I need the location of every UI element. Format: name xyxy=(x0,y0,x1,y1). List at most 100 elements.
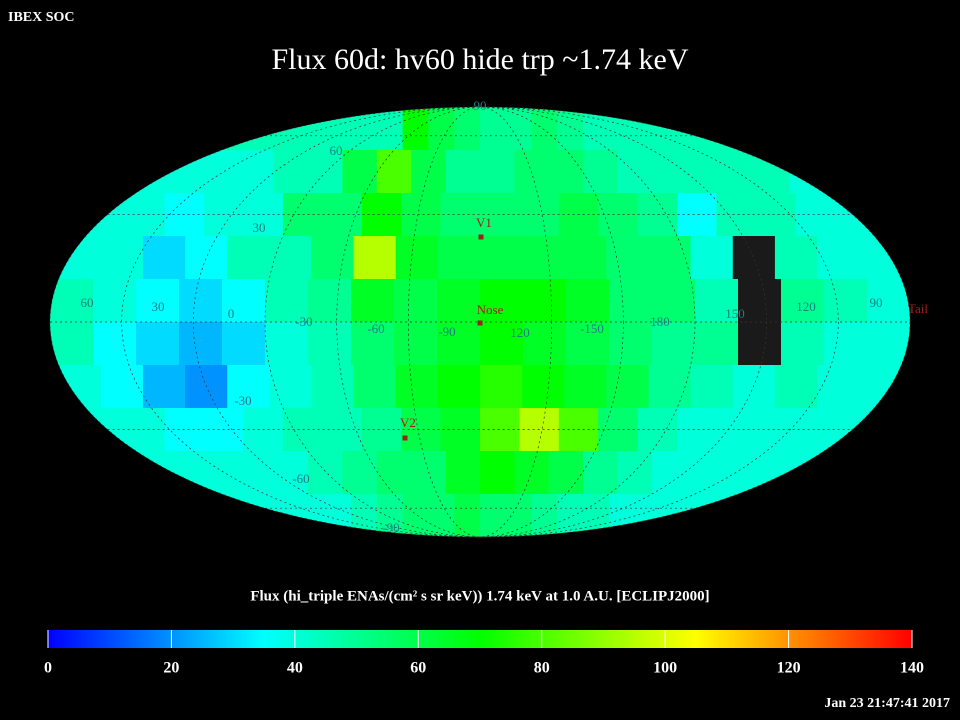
flux-cell xyxy=(566,279,610,323)
flux-cell xyxy=(445,451,481,495)
flux-cell xyxy=(170,451,206,495)
colorbar xyxy=(48,630,912,648)
flux-cell xyxy=(100,236,144,280)
flux-cell xyxy=(437,279,481,323)
flux-cell xyxy=(247,494,275,537)
flux-cell xyxy=(273,451,309,495)
flux-cell xyxy=(170,150,206,194)
flux-cell xyxy=(311,236,355,280)
flux-cell xyxy=(185,236,228,280)
flux-cell xyxy=(179,279,223,323)
longitude-label: 120 xyxy=(796,299,816,314)
flux-cell xyxy=(265,322,309,366)
sky-map xyxy=(50,107,910,537)
flux-cell xyxy=(789,451,825,495)
flux-cell xyxy=(342,150,378,194)
no-data-cell xyxy=(732,236,776,280)
flux-cell xyxy=(376,494,404,537)
longitude-label: 120 xyxy=(510,325,530,340)
flux-cell xyxy=(308,322,352,366)
flux-cell xyxy=(342,451,378,495)
latitude-label: 90 xyxy=(474,98,487,113)
flux-cell xyxy=(548,451,584,495)
flux-cell xyxy=(204,451,240,495)
longitude-label: -30 xyxy=(295,314,312,329)
flux-cell xyxy=(732,365,776,409)
colorbar-tick-label: 100 xyxy=(653,660,677,677)
flux-cell xyxy=(394,322,438,366)
flux-cell xyxy=(136,150,171,194)
marker-label: V2 xyxy=(400,415,416,430)
flux-cell xyxy=(222,322,266,366)
longitude-label: 30 xyxy=(152,299,165,314)
flux-cell xyxy=(781,322,825,366)
flux-cell xyxy=(523,322,567,366)
flux-cell xyxy=(522,365,565,409)
longitude-label: 60 xyxy=(81,295,94,310)
flux-cell xyxy=(394,279,438,323)
flux-cell xyxy=(634,107,662,151)
latitude-label: -90 xyxy=(382,520,399,535)
flux-cell xyxy=(428,494,455,537)
flux-cell xyxy=(755,193,796,237)
flux-cell xyxy=(789,150,825,194)
flux-cell xyxy=(652,451,687,495)
flux-cell xyxy=(652,150,687,194)
longitude-label: 0 xyxy=(228,306,235,321)
flux-cell xyxy=(437,322,481,366)
longitude-label: 150 xyxy=(725,306,745,321)
longitude-label: -90 xyxy=(438,324,455,339)
flux-cell xyxy=(454,107,481,151)
flux-cell xyxy=(716,408,757,452)
flux-cell xyxy=(480,494,507,537)
flux-cell xyxy=(514,150,550,194)
flux-cell xyxy=(402,494,429,537)
flux-cell xyxy=(859,236,902,280)
flux-cell xyxy=(690,236,734,280)
overlay: 60 30 0 -30 -60 -90 120 -150 180 150 120 90 90 60 30 -3… xyxy=(49,98,928,538)
colorbar-tick-label: 20 xyxy=(163,660,179,677)
latitude-label: 60 xyxy=(330,143,343,158)
flux-cell xyxy=(58,365,102,409)
flux-cell xyxy=(583,451,619,495)
flux-cell xyxy=(222,494,249,537)
flux-cell xyxy=(690,365,734,409)
flux-cell xyxy=(454,494,481,537)
flux-cell xyxy=(265,279,309,323)
flux-cell xyxy=(583,150,619,194)
longitude-label: -150 xyxy=(580,321,604,336)
flux-cell xyxy=(609,279,653,323)
flux-cell xyxy=(712,494,739,537)
flux-cell xyxy=(634,494,662,537)
flux-cell xyxy=(428,107,455,151)
latitude-label: -30 xyxy=(234,393,251,408)
flux-cell xyxy=(859,365,902,409)
longitude-label: 180 xyxy=(650,314,670,329)
flux-cell xyxy=(437,365,481,409)
marker-label: Nose xyxy=(477,302,504,317)
flux-cell xyxy=(239,150,275,194)
colorbar-tick-label: 140 xyxy=(900,660,924,677)
flux-cell xyxy=(445,150,481,194)
flux-cell xyxy=(531,494,558,537)
flux-cell xyxy=(660,107,687,151)
flux-cell xyxy=(617,451,653,495)
timestamp: Jan 23 21:47:41 2017 xyxy=(824,696,950,711)
flux-cell xyxy=(353,236,397,280)
flux-cell xyxy=(583,494,610,537)
flux-cell xyxy=(308,150,343,194)
flux-cell xyxy=(505,494,533,537)
flux-cell xyxy=(308,451,343,495)
flux-cell xyxy=(136,279,180,323)
flux-cell xyxy=(273,107,300,151)
flux-cell xyxy=(142,236,186,280)
flux-cell xyxy=(58,236,102,280)
flux-cell xyxy=(311,365,355,409)
flux-cell xyxy=(227,365,270,409)
flux-cell xyxy=(85,408,126,452)
flux-cell xyxy=(514,451,550,495)
flux-cell xyxy=(695,322,739,366)
colorbar-tick-label: 120 xyxy=(777,660,801,677)
